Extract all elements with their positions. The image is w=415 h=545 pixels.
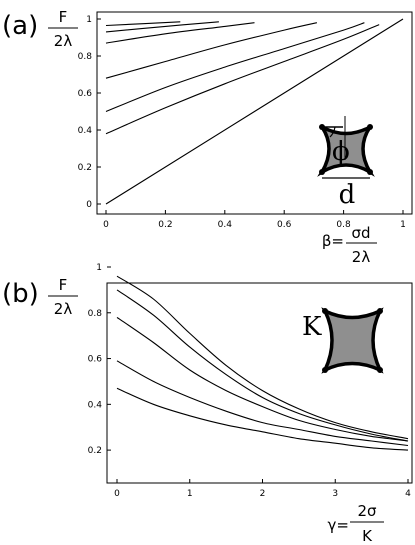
panel-b-inset-corner: [322, 367, 328, 373]
panel-b-curves: [116, 275, 409, 451]
panel-a-series-line: [105, 21, 181, 27]
panel-b-series-line: [116, 360, 409, 447]
panel-a-x-tick-label: 0.2: [158, 220, 172, 230]
panel-a-inset-angle-label: ϕ: [332, 137, 350, 167]
panel-a-inset-length-label: d: [339, 180, 356, 210]
panel-a-y-tick-label: 0: [86, 200, 92, 210]
panel-a-series-line: [105, 24, 380, 135]
panel-b-ylabel-numerator: F: [59, 276, 68, 294]
panel-b-xlabel-lhs: γ=: [328, 516, 349, 534]
panel-b-x-tick-label: 2: [260, 489, 266, 499]
panel-a-series-line: [105, 18, 404, 205]
panel-a-ylabel-numerator: F: [59, 8, 68, 26]
panel-b-inset-corner: [377, 308, 383, 314]
panel-a-y-tick-label: 1: [86, 15, 92, 25]
panel-b-y-tick-label: 0.4: [88, 400, 103, 410]
panel-b-series-line: [116, 316, 409, 442]
panel-a-inset: ϕ d: [317, 116, 375, 210]
panel-a-curves: [105, 18, 404, 205]
panel-b-series-line: [116, 387, 409, 451]
panel-b-xlabel-numerator: 2σ: [357, 502, 377, 520]
panel-b-y-tick-label: 0.8: [88, 309, 103, 319]
panel-b-ylabel-denominator: 2λ: [54, 300, 73, 318]
panel-b-x-tick-label: 3: [332, 489, 338, 499]
panel-a-x-tick-label: 0.4: [218, 220, 233, 230]
panel-b-series-line: [116, 275, 409, 440]
panel-b-xlabel-denominator: K: [362, 527, 373, 545]
panel-a-xlabel-denominator: 2λ: [352, 248, 371, 266]
panel-b: (b) F 2λ 0 1 2 3 4 0.2 0.4 0.6 0.8 1 K γ= 2σ K: [2, 263, 413, 545]
panel-b-inset-corner: [322, 308, 328, 314]
panel-a: (a) F 2λ 0 0.2 0.4 0.6 0.8 1 0 0.2 0.4 0.6 0.8 1 ϕ …: [2, 8, 413, 266]
panel-b-axes: 0 1 2 3 4 0.2 0.4 0.6 0.8 1: [88, 263, 411, 499]
panel-b-plot-frame: [106, 282, 413, 484]
panel-b-y-tick-label: 0.2: [88, 446, 102, 456]
panel-a-series-line: [105, 22, 365, 113]
panel-b-label: (b): [2, 279, 39, 309]
panel-b-x-tick-label: 4: [405, 489, 411, 499]
panel-a-plot-frame: [96, 11, 413, 215]
panel-a-inset-corner: [319, 169, 325, 175]
panel-a-x-tick-label: 0.6: [277, 220, 292, 230]
panel-a-xlabel-numerator: σd: [351, 224, 370, 242]
panel-a-x-tick-label: 0.8: [336, 220, 351, 230]
panel-a-label: (a): [2, 11, 38, 41]
panel-a-series-line: [105, 22, 318, 79]
panel-a-ylabel-denominator: 2λ: [54, 32, 73, 50]
panel-b-inset-corner: [377, 367, 383, 373]
panel-a-x-tick-label: 1: [400, 220, 406, 230]
panel-b-series-line: [116, 289, 409, 442]
panel-b-x-tick-label: 1: [187, 489, 193, 499]
panel-a-axes: 0 0.2 0.4 0.6 0.8 1 0 0.2 0.4 0.6 0.8 1: [78, 15, 406, 230]
panel-b-y-tick-label: 0.6: [88, 355, 103, 365]
panel-b-inset-stiffness-label: K: [302, 312, 322, 342]
panel-a-x-tick-label: 0: [103, 220, 109, 230]
panel-a-inset-angle-arc: [329, 126, 336, 138]
panel-a-series-line: [105, 21, 219, 33]
panel-b-inset: K: [302, 307, 384, 374]
panel-b-inset-cell-shape: [321, 307, 384, 374]
panel-a-inset-corner: [367, 124, 373, 130]
panel-a-y-tick-label: 0.4: [78, 126, 93, 136]
panel-a-y-tick-label: 0.2: [78, 163, 92, 173]
panel-a-xlabel-lhs: β=: [322, 232, 344, 250]
panel-b-x-tick-label: 0: [114, 489, 120, 499]
panel-a-series-line: [105, 22, 255, 44]
panel-a-inset-corner: [367, 169, 373, 175]
panel-a-y-tick-label: 0.8: [78, 52, 93, 62]
panel-a-y-tick-label: 0.6: [78, 89, 93, 99]
panel-b-y-tick-label: 1: [96, 263, 102, 273]
